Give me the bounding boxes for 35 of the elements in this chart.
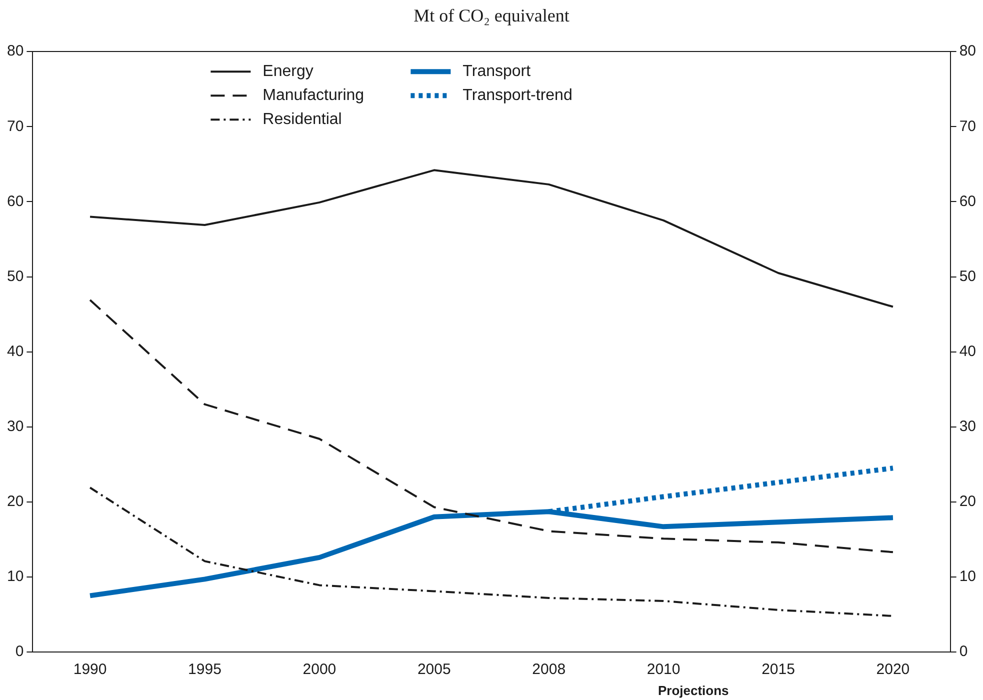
- text: Projections: [658, 683, 729, 698]
- x-tick-label: 2020: [876, 661, 910, 678]
- legend-label: Manufacturing: [262, 87, 364, 104]
- legend-label: Energy: [262, 63, 314, 80]
- x-tick-label: 1990: [73, 661, 107, 678]
- y-tick-label: 0: [15, 643, 24, 660]
- y2-tick-label: 50: [959, 268, 976, 285]
- y2-tick-label: 40: [959, 342, 976, 360]
- chart-subtitle: Mt of CO₂ equivalent: [414, 6, 570, 26]
- y-tick-label: 20: [6, 493, 24, 510]
- line-series: [89, 486, 894, 617]
- y-tick-label: 50: [6, 268, 24, 285]
- legend-label: Transport-trend: [462, 87, 572, 104]
- y-tick-label: 60: [6, 192, 24, 210]
- y-tick-label: 70: [6, 118, 24, 135]
- y2-tick-label: 30: [959, 418, 976, 435]
- y-tick-label: 40: [6, 342, 24, 360]
- x-tick-label: 2005: [417, 661, 451, 678]
- y2-tick-label: 60: [959, 192, 976, 210]
- x-tick-label: 2000: [302, 661, 336, 678]
- x-tick-label: 2008: [532, 661, 566, 678]
- y2-tick-label: 80: [959, 42, 976, 60]
- y-tick-label: 10: [6, 568, 24, 586]
- y2-tick-label: 0: [959, 643, 968, 660]
- y2-tick-label: 20: [959, 493, 976, 510]
- line-series: [89, 299, 894, 554]
- y2-tick-label: 70: [959, 118, 976, 135]
- legend-label: Transport: [462, 63, 532, 80]
- y-tick-label: 30: [6, 418, 24, 435]
- x-tick-label: 2010: [646, 661, 680, 678]
- y2-tick-label: 10: [959, 568, 976, 586]
- y-tick-label: 80: [6, 42, 24, 60]
- x-tick-label: 1995: [188, 661, 222, 678]
- x-tick-label: 2015: [762, 661, 795, 678]
- legend-label: Residential: [262, 111, 342, 128]
